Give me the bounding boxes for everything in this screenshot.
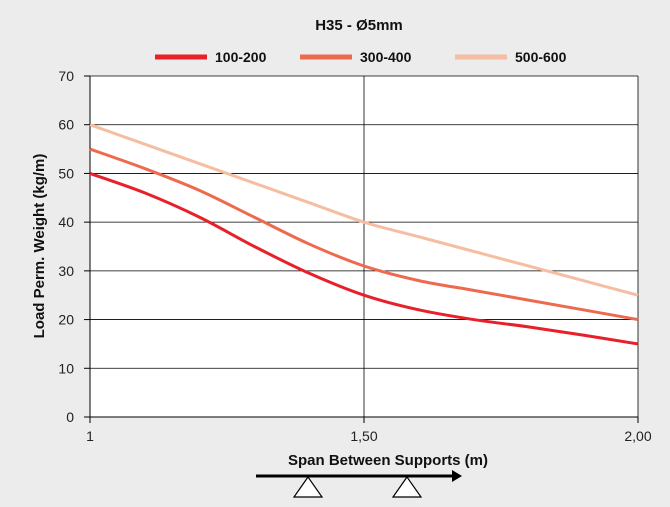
y-tick-label: 70 <box>58 68 74 84</box>
grid-lines <box>90 75 639 417</box>
y-tick-label: 30 <box>58 263 74 279</box>
x-axis-title: Span Between Supports (m) <box>288 452 488 469</box>
x-tick-label: 2,00 <box>624 428 651 444</box>
y-tick-label: 0 <box>66 409 74 425</box>
x-axis-ticks: 1 1,50 2,00 <box>86 417 652 444</box>
y-tick-label: 10 <box>58 360 74 376</box>
beam-with-two-supports-icon <box>256 470 462 498</box>
y-axis-ticks: 0 10 20 30 40 50 60 70 <box>58 68 90 425</box>
series-lines <box>89 123 639 346</box>
x-tick-label: 1 <box>86 428 94 444</box>
series-line-300-400 <box>89 147 639 322</box>
chart-title: H35 - Ø5mm <box>315 17 403 34</box>
x-tick-label: 1,50 <box>350 428 377 444</box>
y-axis-title: Load Perm. Weight (kg/m) <box>31 154 48 339</box>
y-tick-label: 60 <box>58 117 74 133</box>
chart-legend: 100-200 300-400 500-600 <box>155 49 567 65</box>
y-tick-label: 20 <box>58 312 74 328</box>
legend-label: 100-200 <box>215 49 267 65</box>
series-line-100-200 <box>89 172 639 346</box>
legend-label: 500-600 <box>515 49 567 65</box>
y-tick-label: 40 <box>58 214 74 230</box>
series-line-500-600 <box>89 123 639 297</box>
legend-label: 300-400 <box>360 49 412 65</box>
y-tick-label: 50 <box>58 165 74 181</box>
